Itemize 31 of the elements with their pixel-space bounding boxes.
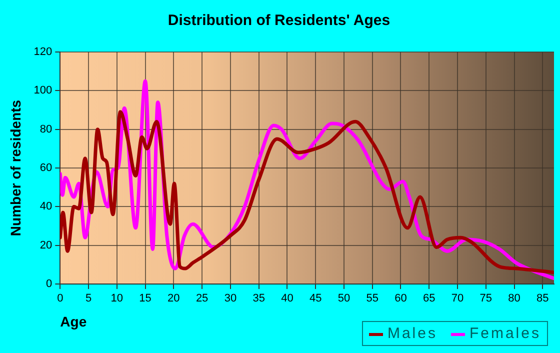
x-tick-label: 65 (422, 292, 436, 305)
legend-label: Males (386, 325, 438, 342)
x-tick-label: 85 (536, 292, 549, 305)
x-tick-label: 10 (110, 292, 124, 305)
line-series (60, 110, 554, 274)
y-tick-label: 60 (40, 162, 52, 174)
x-tick-label: 55 (366, 292, 378, 305)
y-tick-label: 20 (40, 239, 52, 252)
x-tick-label: 75 (480, 292, 492, 305)
x-tick-label: 40 (281, 292, 294, 305)
x-tick-label: 80 (508, 292, 520, 305)
y-axis-title: Number of residents (7, 100, 24, 236)
y-tick-label: 0 (46, 278, 52, 290)
legend-label: Females (468, 325, 541, 342)
x-tick-label: 50 (338, 292, 350, 305)
chart-title: Distribution of Residents' Ages (168, 12, 390, 30)
x-tick-label: 60 (394, 292, 407, 305)
x-tick-label: 15 (139, 292, 152, 305)
y-tick-label: 120 (34, 46, 52, 58)
x-axis-title: Age (60, 313, 87, 330)
x-tick-label: 25 (196, 292, 208, 305)
x-tick-label: 70 (451, 292, 464, 305)
x-tick-label: 20 (168, 292, 180, 305)
x-tick-label: 35 (252, 292, 265, 305)
x-tick-label: 45 (309, 292, 322, 305)
y-tick-label: 40 (40, 200, 52, 213)
x-tick-label: 30 (224, 292, 237, 305)
x-tick-label: 5 (85, 292, 92, 305)
x-tick-label: 0 (57, 292, 64, 305)
y-tick-label: 80 (40, 123, 52, 136)
y-tick-label: 100 (34, 84, 52, 97)
